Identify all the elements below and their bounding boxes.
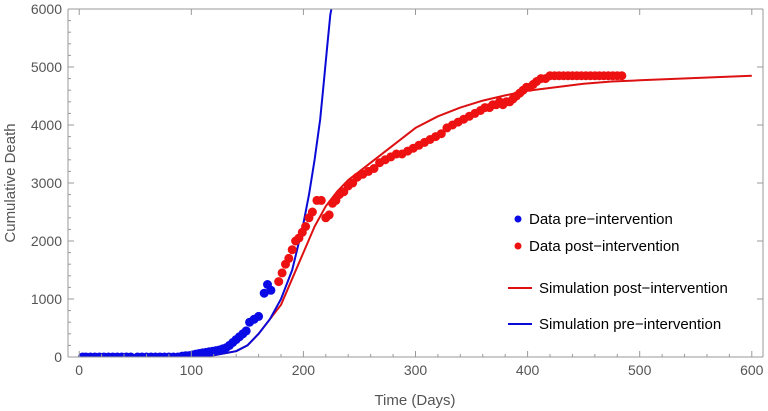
data-point-2 — [324, 210, 334, 220]
tick-layer: 0 100 200 300 400 500 600010002000300040005000… — [31, 1, 764, 378]
legend-label: Data pre−intervention — [529, 211, 673, 228]
legend-label: Simulation post−intervention — [539, 280, 728, 297]
data-point-2 — [277, 268, 287, 278]
y-tick-label: 2000 — [31, 233, 62, 249]
x-tick-label: 300 — [404, 362, 428, 378]
y-tick-label: 4000 — [31, 117, 62, 133]
series-line-2 — [79, 9, 333, 357]
data-point-2 — [274, 277, 284, 287]
data-point-2 — [284, 253, 294, 263]
data-point-2 — [307, 207, 317, 217]
legend-marker — [514, 215, 522, 223]
legend-label: Simulation pre−intervention — [539, 316, 721, 333]
x-tick-label: 500 — [628, 362, 652, 378]
series-layer — [78, 9, 752, 357]
legend: Data pre−intervention Data post−intervent… — [508, 211, 728, 333]
y-axis-title: Cumulative Death — [2, 123, 19, 242]
x-tick-label: 100 — [180, 362, 204, 378]
data-point-2 — [369, 164, 379, 173]
x-tick-label: 200 — [292, 362, 316, 378]
y-tick-label: 0 — [54, 349, 62, 365]
x-tick-label: 600 — [740, 362, 764, 378]
data-point-2 — [436, 129, 446, 139]
data-point-1 — [126, 352, 136, 357]
data-point-1 — [266, 285, 276, 295]
y-tick-label: 1000 — [31, 291, 62, 307]
data-point-2 — [316, 195, 326, 205]
data-point-1 — [241, 326, 251, 336]
plot-area — [68, 9, 763, 357]
x-tick-label: 400 — [516, 362, 540, 378]
legend-marker — [514, 242, 522, 250]
data-point-1 — [254, 311, 264, 321]
data-point-2 — [287, 245, 297, 255]
y-tick-label: 5000 — [31, 59, 62, 75]
x-axis-title: Time (Days) — [374, 392, 455, 409]
data-point-2 — [617, 71, 627, 81]
legend-label: Data post−intervention — [529, 238, 680, 255]
x-tick-label: 0 — [75, 362, 83, 378]
y-tick-label: 3000 — [31, 175, 62, 191]
data-point-2 — [301, 222, 311, 231]
y-tick-label: 6000 — [31, 1, 62, 17]
